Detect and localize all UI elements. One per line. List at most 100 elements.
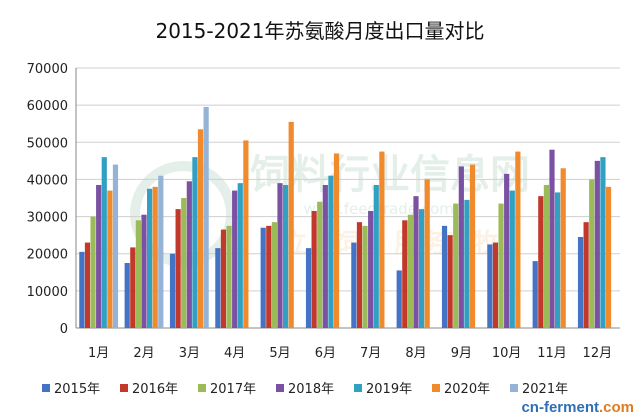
x-tick-label: 8月	[405, 346, 426, 361]
bar-2015年-3月	[169, 253, 176, 328]
bar-2015年-1月	[79, 251, 85, 328]
bar-2019年-12月	[600, 157, 606, 328]
bar-2019年-6月	[328, 175, 334, 328]
legend-label: 2017年	[210, 382, 256, 397]
legend-swatch	[510, 384, 518, 392]
bar-2015年-10月	[487, 244, 493, 328]
bar-2016年-11月	[538, 196, 544, 328]
bar-2016年-6月	[311, 211, 317, 328]
y-tick-label: 30000	[27, 211, 68, 226]
y-tick-label: 10000	[27, 285, 68, 300]
bar-2018年-11月	[549, 149, 555, 328]
legend-label: 2021年	[522, 382, 568, 397]
bar-2018年-8月	[413, 196, 419, 328]
bar-2018年-6月	[322, 185, 328, 328]
bar-2018年-2月	[141, 214, 147, 328]
x-tick-label: 10月	[492, 346, 522, 361]
x-axis: 1月 2月 3月 4月 5月 6月 7月 8月 9月 10月 11月 12月	[88, 346, 612, 361]
bar-2019年-1月	[101, 157, 107, 328]
bar-2016年-8月	[402, 220, 408, 328]
legend-swatch	[276, 384, 284, 392]
bar-2020年-3月	[197, 129, 204, 328]
bar-2020年-8月	[424, 179, 430, 328]
bar-2015年-9月	[441, 225, 448, 328]
bar-2019年-9月	[464, 199, 470, 328]
legend-label: 2018年	[288, 382, 334, 397]
x-tick-label: 9月	[451, 346, 472, 361]
bar-2018年-4月	[232, 190, 238, 328]
bar-2016年-12月	[583, 222, 589, 328]
legend-swatch	[120, 384, 128, 392]
x-tick-label: 12月	[583, 346, 613, 361]
legend-label: 2016年	[132, 382, 178, 397]
bar-2018年-1月	[96, 185, 102, 328]
legend-label: 2019年	[366, 382, 412, 397]
footer-logo-main: cn-ferment	[521, 399, 599, 416]
legend-swatch	[432, 384, 440, 392]
bar-2021年-2月	[158, 175, 164, 328]
bar-2020年-11月	[560, 168, 566, 328]
x-tick-label: 2月	[133, 346, 154, 361]
bar-2016年-1月	[84, 242, 91, 328]
bar-2017年-5月	[271, 222, 277, 328]
bar-2020年-7月	[379, 151, 385, 328]
bar-2021年-3月	[203, 107, 209, 328]
bar-2017年-4月	[226, 225, 232, 328]
bar-2020年-10月	[515, 151, 521, 328]
bar-2016年-5月	[266, 225, 272, 328]
bar-2017年-10月	[498, 203, 504, 328]
legend-label: 2015年	[54, 382, 100, 397]
bar-2019年-4月	[237, 183, 243, 328]
bar-2016年-10月	[492, 242, 499, 328]
bar-2017年-12月	[589, 179, 595, 328]
bar-2017年-8月	[407, 214, 413, 328]
y-axis: 0 10000 20000 30000 40000 50000 60000 70000	[27, 62, 77, 337]
bar-2020年-12月	[605, 186, 612, 328]
bar-2015年-2月	[124, 263, 130, 328]
bar-2020年-2月	[152, 186, 158, 328]
x-tick-label: 4月	[224, 346, 245, 361]
bar-2017年-1月	[90, 216, 96, 328]
bar-2015年-11月	[532, 261, 538, 328]
chart-title: 2015-2021年苏氨酸月度出口量对比	[155, 19, 484, 43]
bar-2020年-9月	[469, 164, 476, 328]
bar-2019年-2月	[147, 188, 153, 328]
bar-2021年-1月	[112, 164, 119, 328]
bar-2018年-7月	[368, 211, 374, 328]
bar-2016年-3月	[175, 209, 181, 328]
y-tick-label: 70000	[27, 62, 68, 77]
y-tick-label: 20000	[27, 248, 68, 263]
legend-swatch	[198, 384, 206, 392]
bars	[79, 107, 612, 328]
bar-2018年-9月	[458, 166, 464, 328]
bar-2019年-3月	[192, 157, 198, 328]
bar-2015年-7月	[351, 242, 357, 328]
bar-2015年-5月	[260, 227, 266, 328]
bar-2015年-4月	[215, 248, 221, 328]
bar-2020年-1月	[107, 190, 113, 328]
bar-2015年-12月	[577, 237, 584, 328]
bar-2018年-10月	[504, 173, 510, 328]
x-tick-label: 3月	[179, 346, 200, 361]
legend-label: 2020年	[444, 382, 490, 397]
footer-logo: cn-ferment.com	[521, 399, 634, 416]
bar-2020年-5月	[288, 121, 294, 328]
bar-2019年-5月	[283, 185, 289, 328]
bar-2016年-4月	[220, 229, 227, 328]
bar-2017年-9月	[453, 203, 459, 328]
bar-2019年-11月	[555, 192, 561, 328]
legend: 2015年 2016年 2017年 2018年 2019年 2020年 2021年	[42, 382, 568, 397]
bar-2017年-7月	[362, 225, 368, 328]
x-tick-label: 1月	[88, 346, 109, 361]
watermark-title: 饲料行业信息网	[250, 152, 530, 198]
x-tick-label: 7月	[360, 346, 381, 361]
bar-2016年-2月	[130, 247, 136, 328]
y-tick-label: 40000	[27, 173, 68, 188]
footer-logo-suffix: .com	[598, 399, 634, 416]
y-tick-label: 50000	[27, 136, 68, 151]
x-tick-label: 11月	[537, 346, 567, 361]
bar-2017年-2月	[135, 220, 141, 328]
bar-2018年-3月	[186, 181, 192, 328]
legend-swatch	[42, 384, 50, 392]
